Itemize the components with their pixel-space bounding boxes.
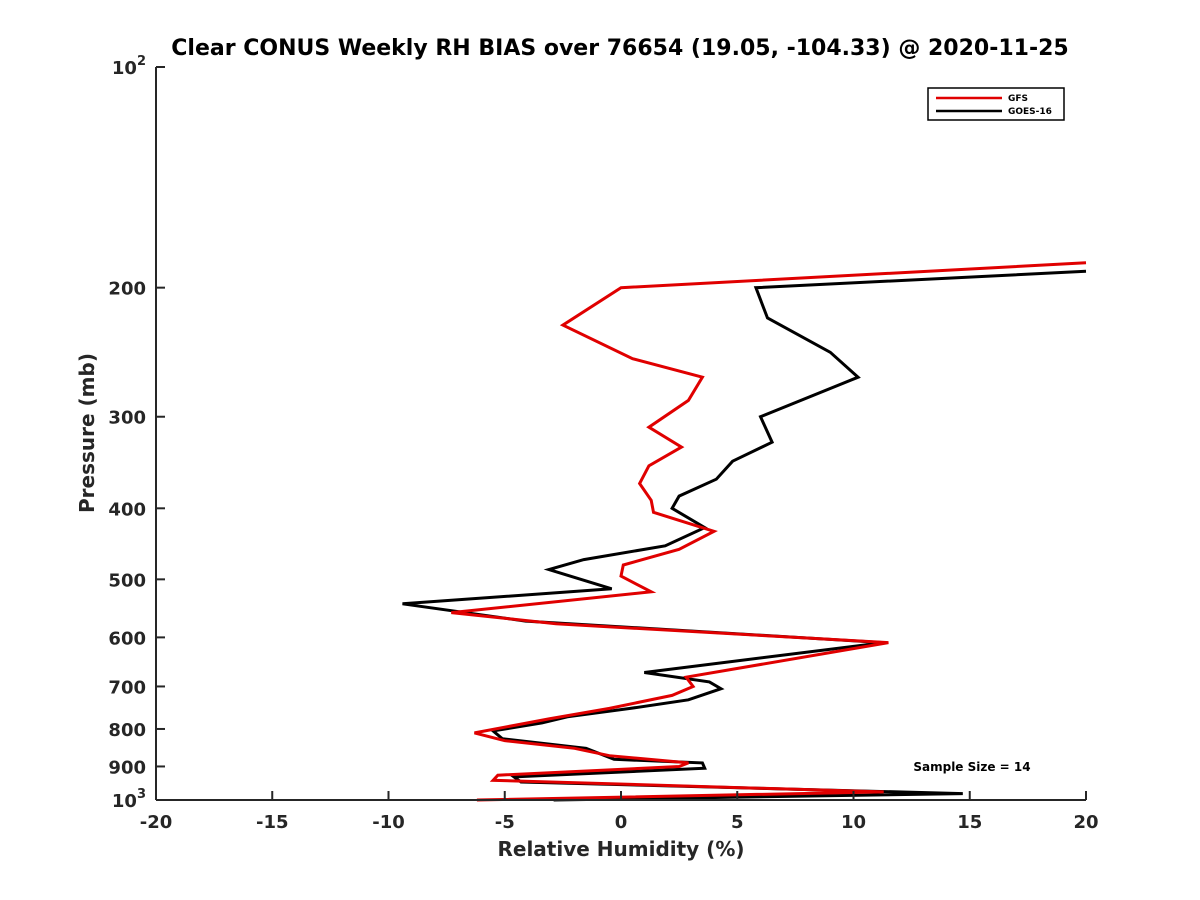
x-tick-label: 0 — [615, 812, 628, 833]
x-tick-label: -5 — [495, 812, 515, 833]
y-tick-label: 800 — [108, 720, 146, 741]
y-tick-label: 700 — [108, 677, 146, 698]
y-tick-label: 900 — [108, 757, 146, 778]
y-tick-label: 200 — [108, 279, 146, 300]
y-tick-label: 400 — [108, 499, 146, 520]
y-tick-label: 500 — [108, 570, 146, 591]
x-tick-label: 5 — [731, 812, 744, 833]
x-tick-label: 20 — [1073, 812, 1098, 833]
x-tick-label: 10 — [841, 812, 866, 833]
x-axis-ticks: -20 -15 -10 -5 0 5 10 15 20 — [140, 791, 1099, 833]
x-axis-label: Relative Humidity (%) — [497, 837, 744, 861]
x-tick-label: 15 — [957, 812, 982, 833]
series-line-gfs — [451, 261, 1087, 802]
series-layer — [402, 261, 1087, 802]
y-tick-label: 300 — [108, 408, 146, 429]
y-tick-label: 600 — [108, 628, 146, 649]
series-line-goes-16 — [402, 269, 1087, 802]
y-axis-label: Pressure (mb) — [75, 353, 99, 513]
legend-box — [927, 87, 1065, 121]
legend-label-gfs: GFS — [1008, 94, 1028, 104]
y-tick-label: 102 — [112, 54, 146, 79]
legend: GFS GOES-16 — [927, 87, 1065, 121]
legend-label-goes16: GOES-16 — [1008, 107, 1052, 117]
x-tick-label: -20 — [140, 812, 173, 833]
x-tick-label: -10 — [372, 812, 405, 833]
chart-title: Clear CONUS Weekly RH BIAS over 76654 (1… — [171, 36, 1068, 61]
x-tick-label: -15 — [256, 812, 289, 833]
y-tick-label: 103 — [112, 787, 146, 812]
sample-size-annotation: Sample Size = 14 — [913, 760, 1030, 774]
y-axis-ticks: 102 200 300 400 500 600 700 800 900 103 — [108, 54, 165, 812]
